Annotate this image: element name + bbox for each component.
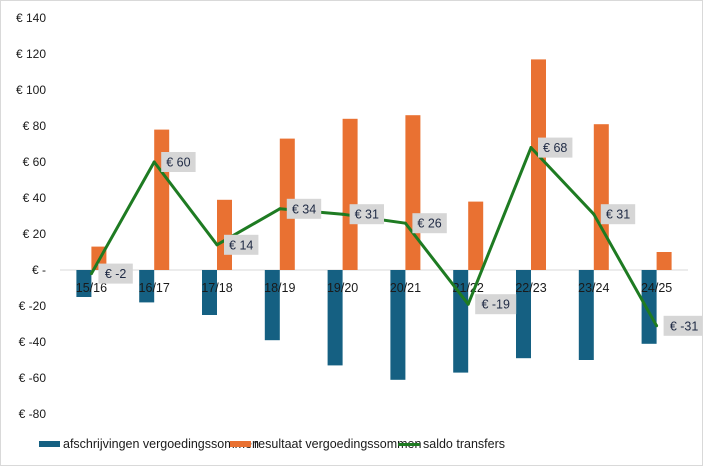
legend-label: resultaat vergoedingssommen: [254, 437, 422, 451]
x-tick-label: 23/24: [578, 281, 609, 295]
data-label: € -31: [670, 319, 699, 333]
legend-item-saldo: saldo transfers: [398, 437, 505, 451]
y-tick-label: € -80: [19, 407, 47, 421]
point-saldo: [215, 243, 219, 247]
legend-item-resultaat: resultaat vergoedingssommen: [230, 437, 421, 451]
y-tick-label: € 100: [16, 83, 46, 97]
data-label: € 26: [417, 217, 441, 231]
y-tick-label: € 60: [23, 155, 47, 169]
bar-resultaat: [593, 124, 609, 270]
point-saldo: [341, 212, 345, 216]
y-tick-label: € 20: [23, 227, 47, 241]
bar-resultaat: [656, 252, 672, 270]
data-label: € 68: [543, 141, 567, 155]
bar-afschrijvingen: [641, 270, 657, 344]
y-tick-label: € -60: [19, 371, 47, 385]
data-label-box: [224, 234, 259, 255]
point-saldo: [592, 212, 596, 216]
bar-resultaat: [468, 201, 484, 270]
x-tick-label: 24/25: [641, 281, 672, 295]
line-saldo-transfers: [90, 146, 658, 327]
data-label-box: [286, 198, 322, 219]
data-label: € -2: [105, 267, 127, 281]
bar-afschrijvingen: [390, 270, 406, 380]
bar-resultaat: [531, 59, 546, 271]
x-tick-label: 19/20: [327, 281, 358, 295]
legend-swatch-orange: [230, 441, 251, 447]
bar-afschrijvingen: [76, 270, 92, 297]
point-saldo: [89, 272, 93, 276]
bar-afschrijvingen: [453, 270, 469, 373]
y-tick-label: € -20: [19, 299, 47, 313]
bar-resultaat: [405, 115, 421, 270]
bar-afschrijvingen: [139, 270, 155, 303]
y-tick-label: € -40: [19, 335, 47, 349]
x-tick-label: 18/19: [264, 281, 295, 295]
x-tick-label: 15/16: [76, 281, 107, 295]
data-label-box: [349, 204, 384, 225]
point-saldo: [529, 146, 533, 150]
legend-label: saldo transfers: [423, 437, 505, 451]
bar-resultaat: [342, 118, 358, 270]
data-label-box: [475, 294, 517, 315]
point-saldo: [278, 207, 282, 211]
y-tick-label: € 40: [23, 191, 47, 205]
legend-swatch-blue: [39, 441, 60, 447]
data-label-box: [412, 213, 447, 234]
legend-line-green: [398, 442, 420, 446]
data-label-box: [663, 315, 702, 336]
y-tick-label: € 140: [16, 11, 46, 25]
legend-item-afschrijvingen: afschrijvingen vergoedingssommen: [39, 437, 259, 451]
data-label: € 34: [292, 202, 316, 216]
data-label: € 60: [166, 156, 190, 170]
data-label: € 31: [606, 208, 630, 222]
bar-resultaat: [154, 129, 170, 270]
bar-afschrijvingen: [516, 270, 531, 359]
y-tick-label: € 120: [16, 47, 46, 61]
x-tick-label: 16/17: [139, 281, 170, 295]
x-tick-label: 20/21: [390, 281, 421, 295]
x-tick-label: 22/23: [515, 281, 546, 295]
point-saldo: [466, 302, 470, 306]
data-label-box: [161, 152, 196, 172]
data-label-box: [538, 137, 573, 158]
point-saldo: [152, 160, 156, 164]
point-saldo: [403, 221, 407, 225]
data-label-box: [98, 263, 133, 284]
legend-label: afschrijvingen vergoedingssommen: [63, 437, 259, 451]
bar-afschrijvingen: [202, 270, 217, 315]
y-tick-label: € 80: [23, 119, 47, 133]
data-label: € -19: [481, 298, 510, 312]
data-label: € 14: [229, 238, 253, 252]
x-tick-label: 17/18: [201, 281, 232, 295]
bar-afschrijvingen: [327, 270, 343, 366]
bar-afschrijvingen: [578, 270, 594, 360]
data-label: € 31: [355, 208, 379, 222]
bar-afschrijvingen: [264, 270, 280, 341]
legend: afschrijvingen vergoedingssommen resulta…: [1, 437, 702, 453]
y-tick-label: € -: [32, 263, 46, 277]
point-saldo: [655, 324, 659, 328]
data-label-box: [600, 204, 636, 225]
